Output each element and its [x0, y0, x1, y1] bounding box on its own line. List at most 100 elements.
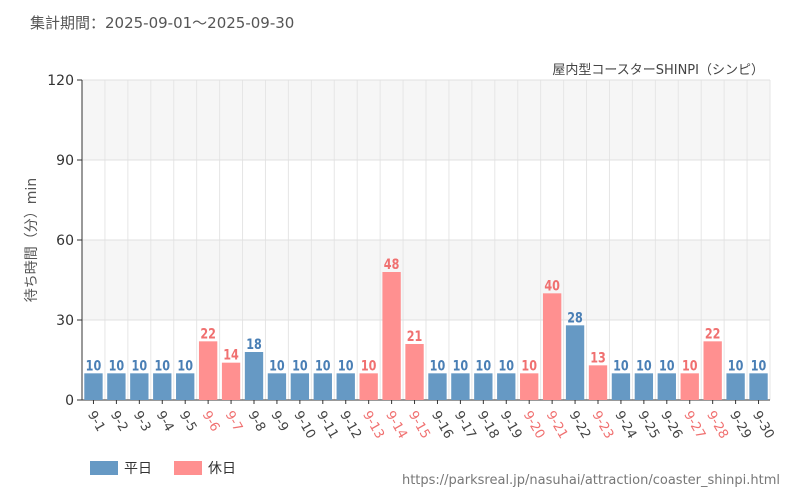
data-label: 10	[430, 357, 446, 374]
data-label: 10	[109, 357, 125, 374]
x-tick-label: 9-17	[451, 409, 479, 442]
x-tick-label: 9-24	[611, 409, 639, 442]
data-label: 10	[338, 357, 354, 374]
bar	[680, 373, 699, 400]
data-label: 10	[521, 357, 537, 374]
bar	[451, 373, 470, 400]
bar	[497, 373, 516, 400]
data-label: 18	[246, 336, 262, 353]
data-label: 10	[636, 357, 652, 374]
data-label: 10	[613, 357, 629, 374]
bar	[428, 373, 447, 400]
x-tick-label: 9-18	[474, 409, 502, 442]
data-label: 10	[177, 357, 193, 374]
data-label: 28	[567, 309, 583, 326]
legend-swatch-holiday	[174, 461, 202, 475]
x-tick-label: 9-21	[543, 409, 571, 442]
data-label: 10	[361, 357, 377, 374]
x-tick-label: 9-26	[657, 409, 685, 442]
x-tick-label: 9-13	[359, 409, 387, 442]
legend-label: 休日	[208, 461, 236, 477]
bar	[244, 352, 264, 400]
bar	[474, 373, 493, 400]
x-tick-label: 9-1	[84, 409, 108, 435]
bar	[221, 362, 241, 400]
data-label: 22	[200, 325, 216, 342]
data-label: 10	[315, 357, 331, 374]
y-axis-label: 待ち時間（分）min	[24, 178, 40, 302]
data-label: 10	[154, 357, 170, 374]
data-label: 22	[705, 325, 721, 342]
data-label: 48	[384, 256, 400, 273]
x-tick-label: 9-27	[680, 409, 708, 442]
data-label: 21	[407, 328, 423, 345]
bar	[359, 373, 378, 400]
x-tick-label: 9-2	[107, 409, 131, 435]
legend-label: 平日	[124, 461, 152, 477]
bar	[176, 373, 195, 400]
bar	[726, 373, 745, 400]
data-label: 10	[476, 357, 492, 374]
data-label: 40	[544, 277, 560, 294]
data-label: 10	[453, 357, 469, 374]
data-label: 10	[292, 357, 308, 374]
x-tick-label: 9-25	[634, 409, 662, 442]
bar	[405, 344, 424, 400]
bar	[611, 373, 631, 400]
x-tick-label: 9-15	[405, 409, 433, 442]
x-tick-label: 9-28	[703, 409, 731, 442]
legend-holiday: 休日	[174, 458, 236, 478]
bar	[267, 373, 287, 400]
bar	[84, 373, 103, 400]
x-tick-label: 9-11	[313, 409, 341, 442]
x-tick-label: 9-20	[520, 409, 548, 442]
x-tick-label: 9-4	[153, 409, 177, 435]
bar	[290, 373, 310, 400]
data-label: 14	[223, 346, 239, 363]
data-label: 10	[728, 357, 744, 374]
data-label: 10	[659, 357, 675, 374]
x-tick-label: 9-6	[199, 409, 223, 435]
x-tick-label: 9-9	[267, 409, 291, 435]
legend-swatch-weekday	[90, 461, 118, 475]
data-label: 10	[269, 357, 285, 374]
y-tick-label: 30	[56, 313, 74, 329]
data-label: 10	[132, 357, 148, 374]
data-label: 10	[498, 357, 514, 374]
chart-title: 屋内型コースターSHINPI（シンピ）	[552, 63, 764, 78]
y-tick-label: 120	[47, 73, 74, 89]
bar	[542, 293, 562, 400]
data-label: 13	[590, 349, 606, 366]
x-tick-label: 9-12	[336, 409, 364, 442]
bar	[520, 373, 539, 400]
x-tick-label: 9-14	[382, 409, 410, 442]
x-tick-label: 9-19	[497, 409, 525, 442]
period-label: 集計期間：2025-09-01～2025-09-30	[30, 14, 295, 32]
bar	[336, 373, 355, 400]
data-label: 10	[86, 357, 102, 374]
x-tick-label: 9-7	[222, 409, 246, 435]
bar	[565, 325, 585, 400]
bar	[198, 341, 218, 400]
bar	[313, 373, 332, 400]
x-tick-label: 9-3	[130, 409, 154, 435]
bar	[703, 341, 722, 400]
legend: 平日 休日	[90, 458, 236, 478]
y-tick-label: 60	[56, 233, 74, 249]
source-url[interactable]: https://parksreal.jp/nasuhai/attraction/…	[401, 473, 780, 488]
x-tick-label: 9-22	[566, 409, 594, 442]
bar	[634, 373, 654, 400]
data-label: 10	[682, 357, 698, 374]
bar	[130, 373, 149, 400]
legend-weekday: 平日	[90, 458, 152, 478]
bar	[588, 365, 608, 400]
x-tick-label: 9-8	[245, 409, 269, 435]
bar	[153, 373, 172, 400]
x-tick-label: 9-30	[749, 409, 777, 442]
bar	[657, 373, 676, 400]
x-tick-label: 9-23	[589, 409, 617, 442]
data-label: 10	[751, 357, 767, 374]
x-tick-label: 9-5	[176, 409, 200, 435]
y-tick-label: 0	[65, 393, 74, 409]
